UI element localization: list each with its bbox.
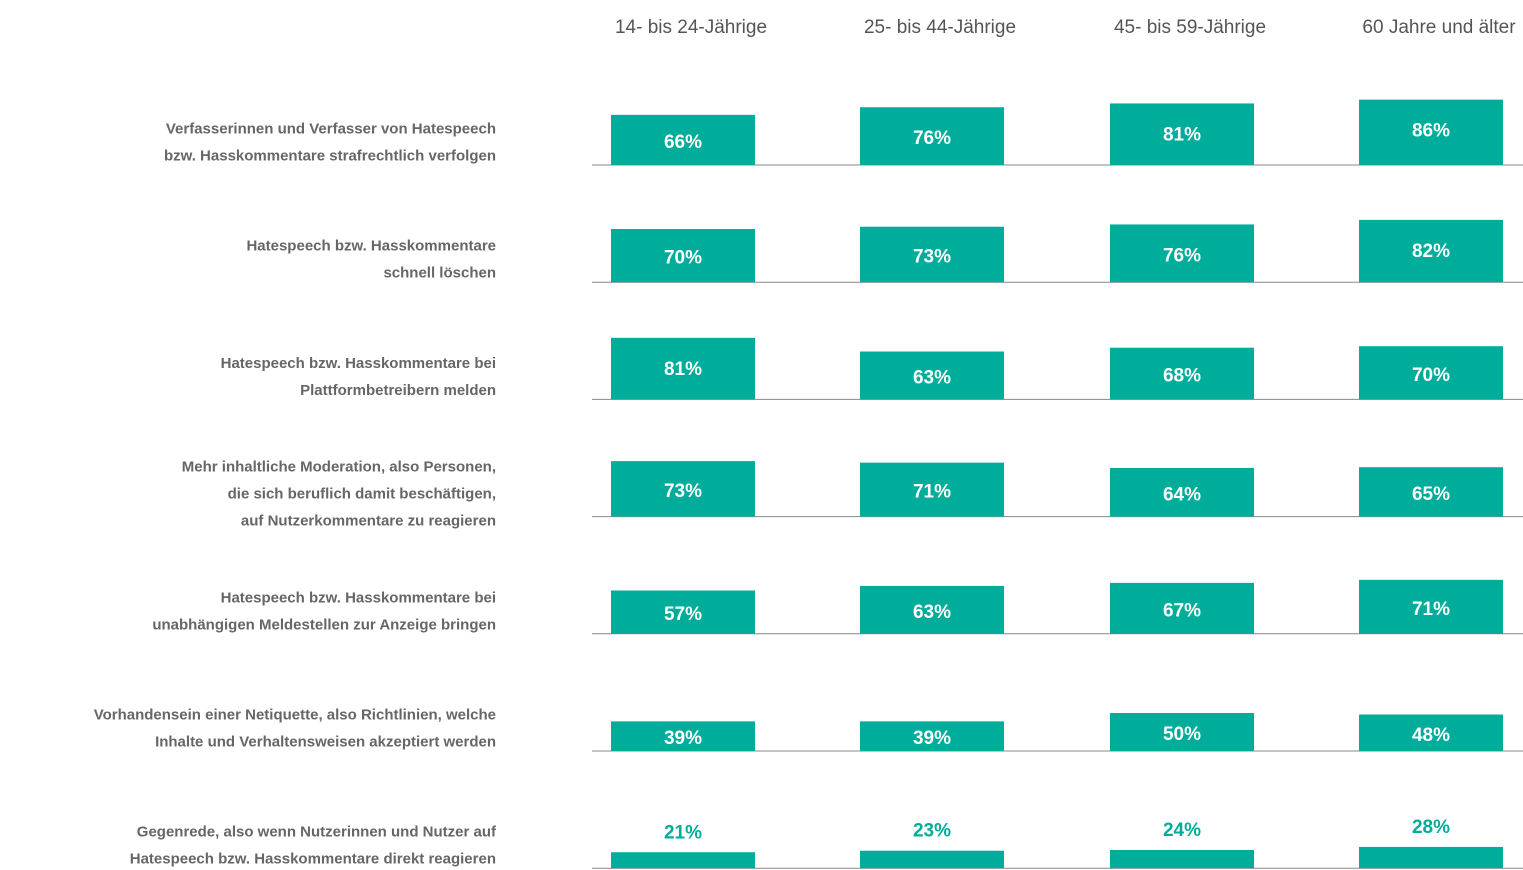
column-header: 14- bis 24-Jährige [615, 17, 767, 38]
value-label: 71% [1412, 599, 1450, 620]
bar [860, 721, 1004, 751]
value-label: 70% [664, 248, 702, 269]
bar [860, 585, 1004, 634]
bar [1110, 582, 1254, 634]
value-label: 63% [913, 602, 951, 623]
value-label: 70% [1412, 365, 1450, 386]
value-label: 73% [913, 246, 951, 267]
row-label-line: bzw. Hasskommentare strafrechtlich verfo… [164, 147, 496, 164]
row-label-line: Verfasserinnen und Verfasser von Hatespe… [166, 120, 496, 137]
row-label-line: Plattformbetreibern melden [300, 382, 496, 399]
row-label-line: Hatespeech bzw. Hasskommentare direkt re… [130, 851, 496, 868]
bar [1110, 347, 1254, 400]
row-label-line: Inhalte und Verhaltensweisen akzeptiert … [155, 733, 496, 750]
column-header: 60 Jahre und älter [1362, 17, 1516, 38]
bar [611, 852, 755, 869]
value-label: 67% [1163, 600, 1201, 621]
bar [1110, 849, 1254, 869]
row-label: Gegenrede, also wenn Nutzerinnen und Nut… [130, 824, 497, 868]
row-label: Hatespeech bzw. Hasskommentare bei Plattf… [221, 355, 496, 399]
value-label: 76% [1163, 245, 1201, 266]
row-label-line: Hatespeech bzw. Hasskommentare bei [221, 589, 496, 606]
value-label: 76% [913, 128, 951, 149]
value-label: 82% [1412, 241, 1450, 262]
row-label: Hatespeech bzw. Hasskommentare bei unabhä… [152, 589, 496, 633]
value-label: 65% [1412, 484, 1450, 505]
row-label-line: die sich beruflich damit beschäftigen, [228, 486, 496, 503]
value-label: 24% [1163, 820, 1201, 841]
bar [860, 351, 1004, 400]
row-label-line: Mehr inhaltliche Moderation, also Person… [182, 459, 496, 476]
row-label-line: Hatespeech bzw. Hasskommentare bei [221, 355, 496, 372]
row-label: Mehr inhaltliche Moderation, also Person… [182, 459, 496, 530]
bar [860, 850, 1004, 869]
row-label-line: schnell löschen [383, 265, 496, 282]
bar [611, 590, 755, 634]
value-label: 39% [913, 728, 951, 749]
bar [860, 226, 1004, 283]
value-label: 86% [1412, 121, 1450, 142]
value-label: 50% [1163, 724, 1201, 745]
bar [1359, 467, 1503, 517]
column-header: 45- bis 59-Jährige [1114, 17, 1266, 38]
value-label: 48% [1412, 725, 1450, 746]
bar [1359, 99, 1503, 165]
value-label: 81% [1163, 124, 1201, 145]
bar [611, 721, 755, 751]
bar [611, 229, 755, 283]
bar [1110, 467, 1254, 517]
value-label: 71% [913, 482, 951, 503]
value-label: 64% [1163, 484, 1201, 505]
value-label: 73% [664, 481, 702, 502]
row-label-line: Gegenrede, also wenn Nutzerinnen und Nut… [137, 824, 497, 841]
bar [1359, 219, 1503, 283]
row-label: Vorhandensein einer Netiquette, also Ric… [94, 706, 496, 750]
bar [860, 462, 1004, 517]
value-label: 81% [664, 359, 702, 380]
row-label-line: unabhängigen Meldestellen zur Anzeige br… [152, 616, 496, 633]
bar [1110, 103, 1254, 165]
bar [611, 337, 755, 400]
row-label: Verfasserinnen und Verfasser von Hatespe… [164, 120, 496, 164]
value-label: 66% [664, 132, 702, 153]
value-label: 23% [913, 821, 951, 842]
value-label: 21% [664, 822, 702, 843]
column-header: 25- bis 44-Jährige [864, 17, 1016, 38]
row-label-line: Hatespeech bzw. Hasskommentare [246, 238, 496, 255]
row-label-line: Vorhandensein einer Netiquette, also Ric… [94, 706, 496, 723]
value-label: 39% [664, 728, 702, 749]
bar [1359, 579, 1503, 634]
value-label: 63% [913, 367, 951, 388]
bar [1110, 224, 1254, 283]
bar [611, 461, 755, 517]
row-label: Hatespeech bzw. Hasskommentare schnell lö… [246, 238, 496, 282]
value-label: 57% [664, 604, 702, 625]
bar [1110, 713, 1254, 751]
bar [860, 107, 1004, 165]
bar [611, 114, 755, 165]
bar [1359, 346, 1503, 400]
row-label-line: auf Nutzerkommentare zu reagieren [241, 513, 496, 530]
value-label: 28% [1412, 817, 1450, 838]
bar [1359, 846, 1503, 869]
value-label: 68% [1163, 366, 1201, 387]
bar [1359, 714, 1503, 751]
